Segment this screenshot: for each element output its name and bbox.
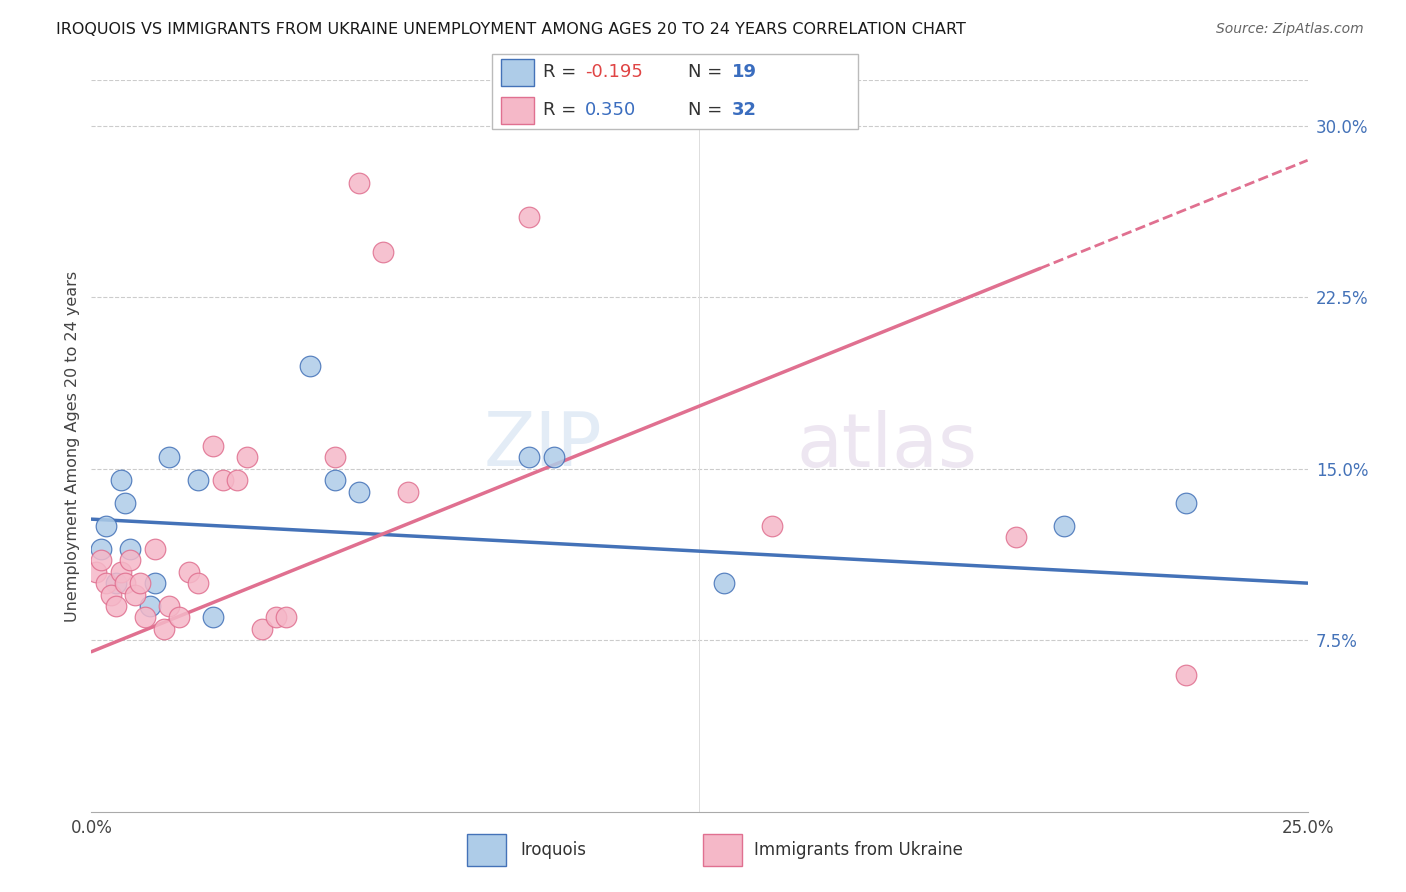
Point	[134, 610, 156, 624]
Point	[153, 622, 176, 636]
Point	[104, 599, 127, 613]
Point	[1053, 519, 1076, 533]
Point	[323, 450, 346, 465]
Point	[373, 244, 395, 259]
Text: N =: N =	[688, 63, 721, 81]
Text: -0.195: -0.195	[585, 63, 643, 81]
Point	[114, 496, 136, 510]
Point	[250, 622, 273, 636]
Text: Immigrants from Ukraine: Immigrants from Ukraine	[754, 840, 963, 859]
FancyBboxPatch shape	[492, 54, 858, 129]
Point	[90, 541, 112, 556]
Point	[129, 576, 152, 591]
Text: Iroquois: Iroquois	[520, 840, 586, 859]
Text: ZIP: ZIP	[484, 409, 602, 483]
Point	[110, 473, 132, 487]
Point	[120, 553, 142, 567]
Point	[177, 565, 200, 579]
Text: R =: R =	[543, 101, 576, 119]
Point	[323, 473, 346, 487]
Point	[299, 359, 322, 373]
Text: 0.350: 0.350	[585, 101, 637, 119]
Text: atlas: atlas	[797, 409, 977, 483]
Point	[517, 450, 540, 465]
Point	[236, 450, 259, 465]
Text: Source: ZipAtlas.com: Source: ZipAtlas.com	[1216, 22, 1364, 37]
Point	[274, 610, 297, 624]
Point	[94, 576, 117, 591]
Point	[226, 473, 249, 487]
FancyBboxPatch shape	[501, 96, 534, 124]
Point	[202, 439, 225, 453]
Y-axis label: Unemployment Among Ages 20 to 24 years: Unemployment Among Ages 20 to 24 years	[65, 270, 80, 622]
Point	[211, 473, 233, 487]
Point	[187, 576, 209, 591]
Point	[94, 519, 117, 533]
Point	[396, 484, 419, 499]
Point	[543, 450, 565, 465]
Point	[187, 473, 209, 487]
Point	[114, 576, 136, 591]
Point	[143, 576, 166, 591]
Point	[90, 553, 112, 567]
Point	[761, 519, 783, 533]
Point	[143, 541, 166, 556]
FancyBboxPatch shape	[703, 833, 742, 865]
Point	[264, 610, 287, 624]
Point	[347, 484, 370, 499]
Point	[157, 599, 180, 613]
Point	[347, 176, 370, 190]
Point	[84, 565, 107, 579]
FancyBboxPatch shape	[501, 59, 534, 87]
FancyBboxPatch shape	[467, 833, 506, 865]
Point	[1004, 530, 1026, 544]
Point	[1175, 667, 1198, 681]
Text: IROQUOIS VS IMMIGRANTS FROM UKRAINE UNEMPLOYMENT AMONG AGES 20 TO 24 YEARS CORRE: IROQUOIS VS IMMIGRANTS FROM UKRAINE UNEM…	[56, 22, 966, 37]
Point	[124, 588, 146, 602]
Text: 32: 32	[731, 101, 756, 119]
Point	[713, 576, 735, 591]
Point	[104, 576, 127, 591]
Point	[167, 610, 190, 624]
Point	[120, 541, 142, 556]
Text: R =: R =	[543, 63, 576, 81]
Point	[202, 610, 225, 624]
Point	[517, 211, 540, 225]
Point	[100, 588, 122, 602]
Point	[139, 599, 162, 613]
Point	[1175, 496, 1198, 510]
Text: N =: N =	[688, 101, 721, 119]
Point	[157, 450, 180, 465]
Text: 19: 19	[731, 63, 756, 81]
Point	[110, 565, 132, 579]
